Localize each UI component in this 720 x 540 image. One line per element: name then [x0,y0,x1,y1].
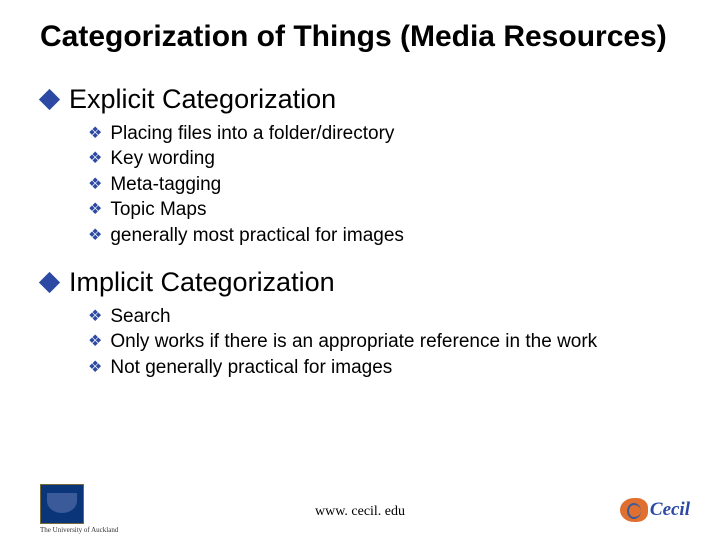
list-item-text: Topic Maps [110,197,206,223]
list-item: ❖ Topic Maps [88,197,680,223]
cross-bullet-icon: ❖ [88,225,102,247]
logo-cecil: Cecil [620,498,690,522]
diamond-bullet-icon [39,272,60,293]
footer-url: www. cecil. edu [0,504,720,520]
section-explicit: Explicit Categorization ❖ Placing files i… [40,84,680,249]
cross-bullet-icon: ❖ [88,199,102,221]
slide-title: Categorization of Things (Media Resource… [40,18,680,56]
list-item: ❖ Placing files into a folder/directory [88,121,680,147]
slide-container: Categorization of Things (Media Resource… [0,0,720,381]
list-item: ❖ Key wording [88,146,680,172]
cecil-icon [620,498,648,522]
section-implicit: Implicit Categorization ❖ Search ❖ Only wo… [40,267,680,381]
cross-bullet-icon: ❖ [88,148,102,170]
list-item: ❖ Not generally practical for images [88,355,680,381]
list-item-text: Key wording [110,146,215,172]
section-heading-explicit: Explicit Categorization [40,84,680,115]
list-item-text: Not generally practical for images [110,355,392,381]
diamond-bullet-icon [39,88,60,109]
slide-footer: The University of Auckland www. cecil. e… [0,476,720,540]
sublist-explicit: ❖ Placing files into a folder/directory ❖… [40,121,680,249]
section-heading-implicit: Implicit Categorization [40,267,680,298]
list-item: ❖ Meta-tagging [88,172,680,198]
logo-right-text: Cecil [650,499,690,521]
cross-bullet-icon: ❖ [88,174,102,196]
sublist-implicit: ❖ Search ❖ Only works if there is an appro… [40,304,680,381]
list-item-text: Placing files into a folder/directory [110,121,394,147]
list-item: ❖ generally most practical for images [88,223,680,249]
cross-bullet-icon: ❖ [88,123,102,145]
list-item: ❖ Only works if there is an appropriate r… [88,329,680,355]
cross-bullet-icon: ❖ [88,331,102,353]
cross-bullet-icon: ❖ [88,357,102,379]
list-item-text: generally most practical for images [110,223,404,249]
section-heading-text: Explicit Categorization [69,84,336,115]
section-heading-text: Implicit Categorization [69,267,335,298]
list-item-text: Search [110,304,170,330]
list-item-text: Meta-tagging [110,172,221,198]
list-item-text: Only works if there is an appropriate re… [110,329,597,355]
cross-bullet-icon: ❖ [88,306,102,328]
logo-left-caption: The University of Auckland [40,526,128,534]
list-item: ❖ Search [88,304,680,330]
